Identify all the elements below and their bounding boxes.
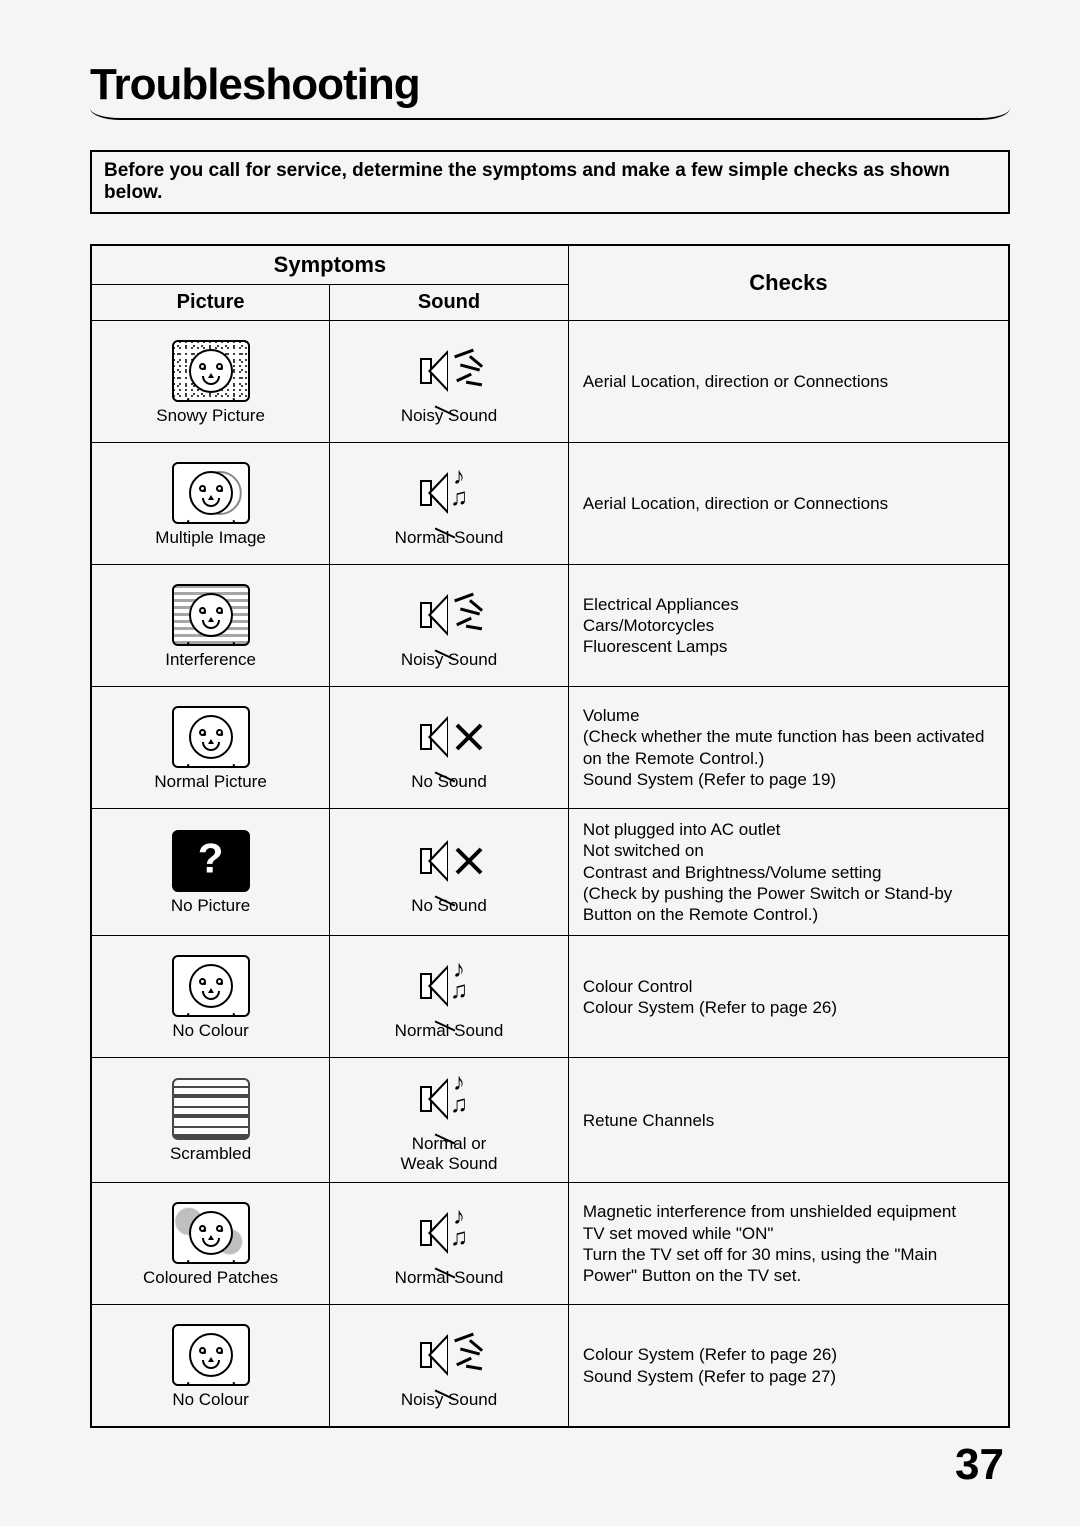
table-row: Scrambled ♪♫Normal or Weak SoundRetune Ch…: [91, 1058, 1009, 1183]
speaker-icon: [410, 1324, 488, 1386]
picture-caption: Interference: [98, 650, 323, 670]
header-picture: Picture: [91, 285, 330, 321]
table-row: Interference Noisy Sound Electrical Applia…: [91, 565, 1009, 687]
picture-cell: Snowy Picture: [91, 321, 330, 443]
tv-icon: [172, 340, 250, 402]
picture-caption: Snowy Picture: [98, 406, 323, 426]
page-number: 37: [90, 1440, 1010, 1490]
checks-cell: Retune Channels: [568, 1058, 1009, 1183]
sound-cell: No Sound: [330, 687, 569, 809]
sound-caption: Normal Sound: [336, 1268, 562, 1288]
speaker-icon: [410, 706, 488, 768]
speaker-icon: [410, 584, 488, 646]
picture-caption: Normal Picture: [98, 772, 323, 792]
sound-caption: No Sound: [336, 896, 562, 916]
checks-cell: Aerial Location, direction or Connection…: [568, 443, 1009, 565]
sound-cell: ♪♫Normal or Weak Sound: [330, 1058, 569, 1183]
checks-cell: Volume (Check whether the mute function …: [568, 687, 1009, 809]
troubleshooting-table: Symptoms Checks Picture Sound Snowy Pict…: [90, 244, 1010, 1428]
checks-cell: Aerial Location, direction or Connection…: [568, 321, 1009, 443]
checks-cell: Magnetic interference from unshielded eq…: [568, 1183, 1009, 1305]
sound-caption: Normal Sound: [336, 528, 562, 548]
speaker-icon: [410, 830, 488, 892]
picture-cell: No Colour: [91, 1305, 330, 1427]
tv-icon: [172, 706, 250, 768]
tv-icon: ?: [172, 830, 250, 892]
sound-cell: ♪♫ Normal Sound: [330, 1183, 569, 1305]
sound-caption: Noisy Sound: [336, 1390, 562, 1410]
picture-caption: Multiple Image: [98, 528, 323, 548]
picture-cell: Normal Picture: [91, 687, 330, 809]
picture-caption: No Colour: [98, 1390, 323, 1410]
table-row: No Colour Noisy Sound Colour System (Refer…: [91, 1305, 1009, 1427]
sound-cell: ♪♫ Normal Sound: [330, 443, 569, 565]
table-row: Multiple Image ♪♫ Normal Sound Aerial Locat…: [91, 443, 1009, 565]
instruction-banner: Before you call for service, determine t…: [90, 150, 1010, 214]
tv-icon: [172, 1078, 250, 1140]
sound-caption: Noisy Sound: [336, 650, 562, 670]
speaker-icon: ♪♫: [410, 1068, 488, 1130]
tv-icon: [172, 1324, 250, 1386]
picture-cell: ? No Picture: [91, 809, 330, 936]
sound-cell: Noisy Sound: [330, 1305, 569, 1427]
picture-cell: Multiple Image: [91, 443, 330, 565]
picture-cell: Scrambled: [91, 1058, 330, 1183]
checks-cell: Not plugged into AC outlet Not switched …: [568, 809, 1009, 936]
table-row: Coloured Patches ♪♫ Normal Sound Magnetic i…: [91, 1183, 1009, 1305]
header-checks: Checks: [568, 245, 1009, 321]
tv-icon: [172, 1202, 250, 1264]
tv-icon: [172, 955, 250, 1017]
sound-caption: Normal Sound: [336, 1021, 562, 1041]
picture-cell: Coloured Patches: [91, 1183, 330, 1305]
sound-cell: Noisy Sound: [330, 565, 569, 687]
sound-cell: No Sound: [330, 809, 569, 936]
sound-caption: Noisy Sound: [336, 406, 562, 426]
header-symptoms: Symptoms: [91, 245, 568, 285]
speaker-icon: [410, 340, 488, 402]
header-sound: Sound: [330, 285, 569, 321]
table-row: Normal Picture No Sound Volume (Check whet…: [91, 687, 1009, 809]
page-title: Troubleshooting: [90, 60, 1010, 110]
title-bar: Troubleshooting: [90, 60, 1010, 120]
picture-cell: Interference: [91, 565, 330, 687]
checks-cell: Electrical Appliances Cars/Motorcycles F…: [568, 565, 1009, 687]
picture-caption: Coloured Patches: [98, 1268, 323, 1288]
tv-icon: [172, 462, 250, 524]
tv-icon: [172, 584, 250, 646]
sound-cell: ♪♫ Normal Sound: [330, 936, 569, 1058]
picture-caption: No Colour: [98, 1021, 323, 1041]
sound-cell: Noisy Sound: [330, 321, 569, 443]
checks-cell: Colour System (Refer to page 26) Sound S…: [568, 1305, 1009, 1427]
table-row: ? No Picture No Sound Not plugged into AC o…: [91, 809, 1009, 936]
speaker-icon: ♪♫: [410, 462, 488, 524]
table-row: Snowy Picture Noisy Sound Aerial Location,…: [91, 321, 1009, 443]
checks-cell: Colour Control Colour System (Refer to p…: [568, 936, 1009, 1058]
speaker-icon: ♪♫: [410, 1202, 488, 1264]
picture-caption: No Picture: [98, 896, 323, 916]
sound-caption: No Sound: [336, 772, 562, 792]
table-row: No Colour ♪♫ Normal Sound Colour Control Co…: [91, 936, 1009, 1058]
picture-caption: Scrambled: [98, 1144, 323, 1164]
speaker-icon: ♪♫: [410, 955, 488, 1017]
picture-cell: No Colour: [91, 936, 330, 1058]
